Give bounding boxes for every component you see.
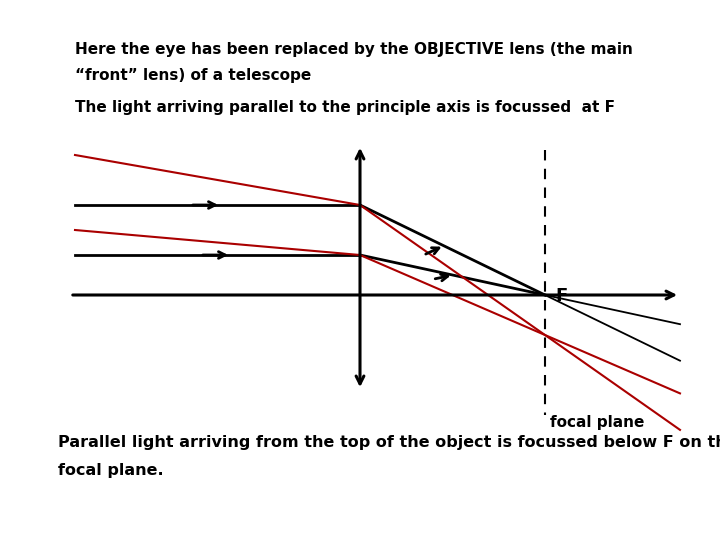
Text: focal plane.: focal plane. — [58, 463, 163, 478]
Text: Here the eye has been replaced by the OBJECTIVE lens (the main: Here the eye has been replaced by the OB… — [75, 42, 633, 57]
Text: The light arriving parallel to the principle axis is focussed  at F: The light arriving parallel to the princ… — [75, 100, 615, 115]
Text: focal plane: focal plane — [550, 415, 644, 430]
Text: “front” lens) of a telescope: “front” lens) of a telescope — [75, 68, 311, 83]
Text: F: F — [555, 287, 567, 305]
Text: Parallel light arriving from the top of the object is focussed below F on the: Parallel light arriving from the top of … — [58, 435, 720, 450]
